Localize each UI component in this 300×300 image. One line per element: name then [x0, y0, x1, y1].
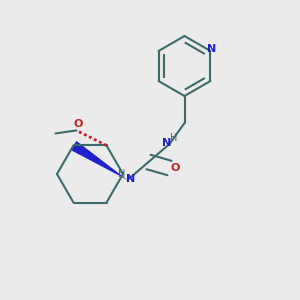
- Text: N: N: [207, 44, 217, 55]
- Text: O: O: [73, 119, 83, 129]
- Text: N: N: [162, 137, 171, 148]
- Text: H: H: [170, 133, 178, 143]
- Text: H: H: [118, 169, 125, 179]
- Text: O: O: [171, 163, 180, 173]
- Text: N: N: [126, 173, 135, 184]
- Polygon shape: [70, 141, 128, 180]
